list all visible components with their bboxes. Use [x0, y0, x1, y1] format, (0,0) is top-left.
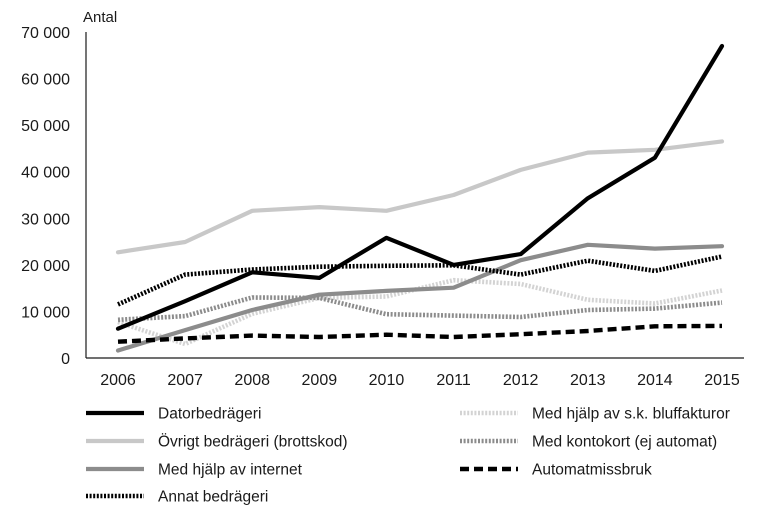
legend-label-4: Annat bedrägeri — [158, 489, 268, 506]
x-tick-label: 2008 — [234, 372, 270, 389]
legend-label-2: Övrigt bedrägeri (brottskod) — [158, 433, 348, 451]
y-tick-label: 0 — [61, 351, 70, 368]
x-tick-label: 2006 — [100, 372, 136, 389]
legend-label-5: Med hjälp av s.k. bluffakturor — [532, 406, 730, 423]
x-tick-label: 2014 — [637, 372, 673, 389]
x-tick-label: 2013 — [570, 372, 606, 389]
series-line-2 — [115, 139, 725, 255]
y-tick-labels: 0 10 000 20 000 30 000 40 000 50 000 60 000 70 … — [21, 25, 70, 368]
y-tick-label: 70 000 — [21, 25, 70, 42]
y-tick-label: 60 000 — [21, 72, 70, 89]
legend-label-7: Automatmissbruk — [532, 462, 652, 479]
y-axis-unit-label: Antal — [83, 9, 117, 26]
x-tick-labels: 2006 2007 2008 2009 2010 2011 2012 2013 2014 2015 — [100, 372, 740, 389]
series-line-3 — [115, 242, 725, 353]
x-tick-label: 2007 — [167, 372, 203, 389]
y-tick-label: 50 000 — [21, 118, 70, 135]
y-tick-label: 20 000 — [21, 258, 70, 275]
legend-label-6: Med kontokort (ej automat) — [532, 434, 717, 451]
x-tick-label: 2012 — [503, 372, 539, 389]
legend-label-1: Datorbedrägeri — [158, 406, 261, 423]
axes — [85, 32, 744, 359]
series-line-7 — [117, 323, 723, 344]
x-tick-label: 2010 — [369, 372, 405, 389]
x-tick-label: 2009 — [302, 372, 338, 389]
y-tick-label: 40 000 — [21, 165, 70, 182]
x-tick-label: 2011 — [436, 372, 471, 389]
y-tick-label: 10 000 — [21, 304, 70, 321]
data-series — [115, 43, 725, 353]
x-tick-label: 2015 — [704, 372, 740, 389]
legend-label-3: Med hjälp av internet — [158, 462, 303, 479]
y-tick-label: 30 000 — [21, 211, 70, 228]
series-line-1 — [115, 43, 725, 331]
series-line-6 — [117, 295, 723, 323]
legend: Datorbedrägeri Med hjälp av s.k. bluffakt… — [86, 406, 730, 506]
series-line-4 — [117, 254, 723, 307]
